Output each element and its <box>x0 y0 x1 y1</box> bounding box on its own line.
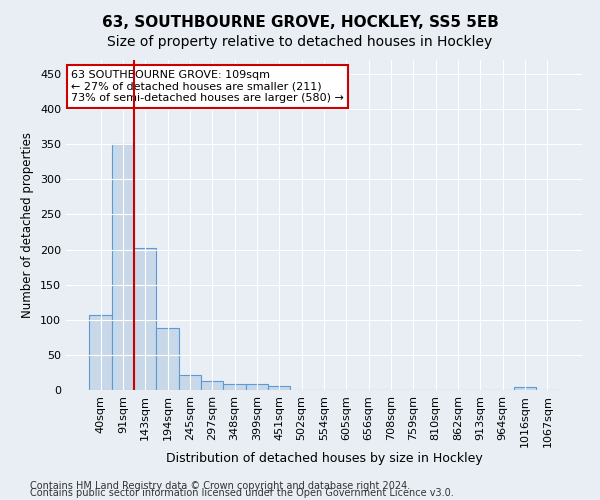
Bar <box>514 387 536 390</box>
Text: Size of property relative to detached houses in Hockley: Size of property relative to detached ho… <box>107 35 493 49</box>
Bar <box>89 315 112 390</box>
Bar <box>268 386 290 390</box>
Bar <box>223 384 246 390</box>
Text: 63, SOUTHBOURNE GROVE, HOCKLEY, SS5 5EB: 63, SOUTHBOURNE GROVE, HOCKLEY, SS5 5EB <box>101 15 499 30</box>
Bar <box>134 248 157 390</box>
Bar <box>246 384 268 390</box>
Text: Contains public sector information licensed under the Open Government Licence v3: Contains public sector information licen… <box>30 488 454 498</box>
Bar <box>201 381 223 390</box>
X-axis label: Distribution of detached houses by size in Hockley: Distribution of detached houses by size … <box>166 452 482 466</box>
Bar <box>112 144 134 390</box>
Text: 63 SOUTHBOURNE GROVE: 109sqm
← 27% of detached houses are smaller (211)
73% of s: 63 SOUTHBOURNE GROVE: 109sqm ← 27% of de… <box>71 70 344 103</box>
Bar <box>157 328 179 390</box>
Y-axis label: Number of detached properties: Number of detached properties <box>22 132 34 318</box>
Text: Contains HM Land Registry data © Crown copyright and database right 2024.: Contains HM Land Registry data © Crown c… <box>30 481 410 491</box>
Bar <box>179 374 201 390</box>
